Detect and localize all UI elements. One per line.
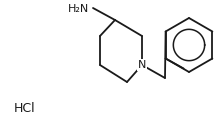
- Text: HCl: HCl: [14, 102, 36, 114]
- Text: H₂N: H₂N: [68, 4, 89, 14]
- Text: N: N: [138, 60, 146, 70]
